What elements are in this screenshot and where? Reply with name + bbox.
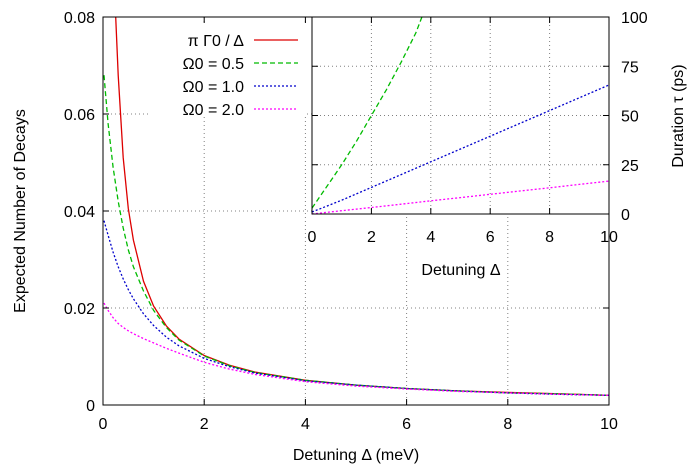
main-y-tick-label: 0 — [86, 398, 95, 415]
inset-y-tick-label: 25 — [621, 158, 639, 175]
main-series-line-4 — [103, 302, 610, 396]
inset-y-tick-label: 0 — [621, 207, 630, 224]
legend-entry-label: Ω0 = 2.0 — [183, 102, 244, 119]
inset-x-tick-label: 6 — [486, 229, 495, 246]
inset-y-axis-label: Duration τ (ps) — [670, 64, 687, 167]
main-axis-ticks: 0 2 4 6 8 10 0 0.02 0.04 0.06 0.08 — [64, 10, 618, 433]
main-x-tick-label: 4 — [301, 416, 310, 433]
main-y-axis-label: Expected Number of Decays — [12, 109, 29, 313]
inset-series-line-2 — [311, 84, 610, 213]
main-x-tick-label: 8 — [503, 416, 512, 433]
main-x-tick-label: 2 — [200, 416, 209, 433]
inset-x-tick-label: 8 — [545, 229, 554, 246]
main-x-tick-label: 6 — [402, 416, 411, 433]
main-x-axis-label: Detuning Δ (meV) — [293, 447, 419, 464]
main-series-lines — [103, 16, 610, 396]
inset-x-tick-label: 10 — [600, 229, 618, 246]
main-y-tick-label: 0.08 — [64, 10, 95, 27]
main-series-line-3 — [103, 220, 610, 396]
main-x-tick-label: 10 — [600, 416, 618, 433]
inset-y-tick-label: 100 — [621, 10, 648, 27]
main-x-tick-label: 0 — [99, 416, 108, 433]
legend-entry-label: Ω0 = 0.5 — [183, 56, 244, 73]
inset-x-tick-label: 4 — [426, 229, 435, 246]
main-y-tick-label: 0.06 — [64, 107, 95, 124]
inset-x-tick-label: 0 — [308, 229, 317, 246]
main-y-tick-label: 0.02 — [64, 301, 95, 318]
main-y-tick-label: 0.04 — [64, 204, 95, 221]
inset-series-line-3 — [311, 180, 610, 215]
inset-x-axis-label: Detuning Δ — [421, 262, 500, 279]
inset-x-tick-label: 2 — [367, 229, 376, 246]
legend-entry-label: Ω0 = 1.0 — [183, 79, 244, 96]
inset-series-line-1 — [311, 16, 423, 209]
main-series-line-2 — [103, 75, 610, 396]
legend-entry-label: π Γ0 / Δ — [188, 33, 245, 50]
main-series-line-1 — [115, 16, 610, 396]
inset-series-lines — [311, 16, 610, 215]
main-plot-panel: 0 2 4 6 8 10 0 0.02 0.04 0.06 0.08 Detuning Δ (meV… — [12, 10, 618, 464]
inset-y-tick-label: 75 — [621, 59, 639, 76]
legend: π Γ0 / Δ Ω0 = 0.5 Ω0 = 1.0 Ω0 = 2.0 — [150, 25, 306, 119]
inset-gridlines — [312, 17, 609, 214]
inset-y-tick-label: 50 — [621, 109, 639, 126]
